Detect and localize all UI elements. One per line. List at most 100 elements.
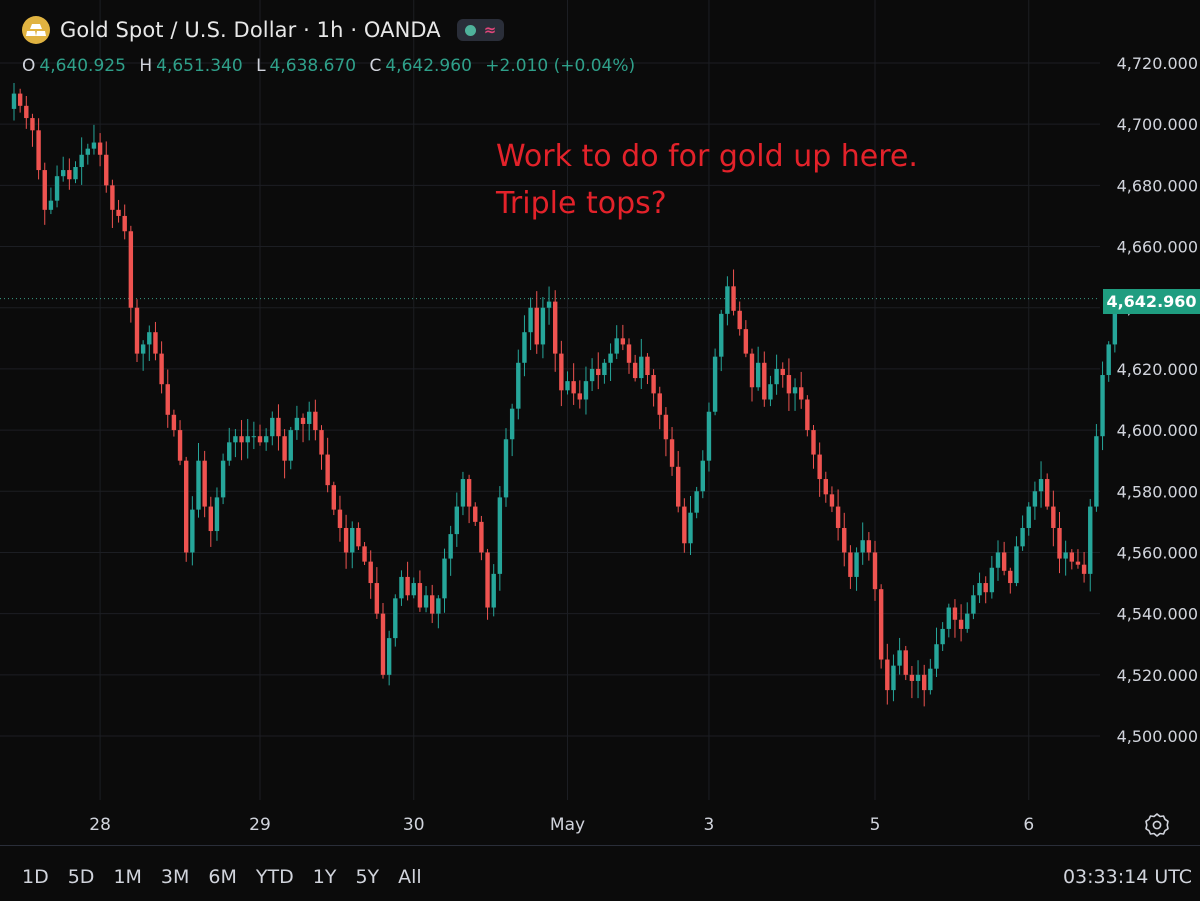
- candle-body: [737, 310, 742, 330]
- x-tick-label: 29: [249, 815, 271, 835]
- candle-body: [922, 674, 927, 691]
- open-label: O: [22, 56, 36, 76]
- candle-body: [712, 356, 718, 412]
- candle-body: [965, 613, 970, 629]
- time-axis[interactable]: 28 29 30 May 3 5 6: [89, 815, 1034, 835]
- candle-body: [325, 454, 330, 486]
- candle-body: [1057, 527, 1062, 559]
- candlestick-chart[interactable]: 4,720.000 4,700.000 4,680.000 4,660.000 4,64…: [0, 0, 1200, 845]
- candle-body: [952, 607, 958, 620]
- candle-body: [79, 154, 84, 168]
- candle-body: [417, 583, 423, 608]
- candle-body: [147, 332, 152, 345]
- candle-body: [220, 460, 226, 498]
- candle-body: [97, 142, 103, 155]
- candle-body: [1063, 552, 1068, 559]
- candle-body: [872, 552, 878, 590]
- candle-body: [239, 436, 244, 443]
- candle-body: [534, 307, 539, 345]
- range-button-1d[interactable]: 1D: [22, 866, 49, 888]
- candle-body: [829, 494, 835, 507]
- range-button-5d[interactable]: 5D: [67, 866, 95, 888]
- candle-body: [110, 185, 115, 210]
- candle-body: [792, 387, 798, 394]
- candle-body: [362, 546, 367, 562]
- chart-annotation[interactable]: Work to do for gold up here. Triple tops…: [496, 133, 918, 227]
- gold-logo-icon: [22, 16, 50, 44]
- settings-gear-icon[interactable]: [1144, 812, 1170, 838]
- candle-body: [694, 491, 699, 513]
- candle-body: [159, 353, 164, 385]
- candle-body: [799, 387, 804, 400]
- candle-body: [589, 368, 595, 382]
- y-tick-label: 4,680.000: [1117, 176, 1198, 195]
- candle-body: [1014, 546, 1019, 584]
- candle-body: [725, 286, 730, 314]
- candle-body: [934, 644, 939, 669]
- candle-body: [780, 368, 785, 376]
- candle-body: [270, 417, 275, 437]
- candle-body: [676, 466, 681, 507]
- candle-body: [393, 598, 398, 639]
- candle-body: [67, 170, 72, 180]
- candle-body: [602, 362, 607, 376]
- range-button-ytd[interactable]: YTD: [255, 866, 294, 888]
- candle-body: [645, 356, 650, 376]
- candle-body: [1026, 506, 1031, 528]
- candle-body: [639, 356, 644, 379]
- candle-body: [596, 368, 601, 376]
- candle-body: [411, 583, 416, 596]
- candle-body: [276, 417, 281, 437]
- candle-body: [405, 576, 410, 596]
- candle-body: [897, 650, 902, 666]
- candle-body: [878, 589, 884, 660]
- candle-body: [762, 362, 767, 400]
- market-open-dot-icon: [464, 24, 476, 36]
- range-button-5y[interactable]: 5Y: [355, 866, 380, 888]
- candle-body: [368, 561, 373, 584]
- candle-body: [307, 411, 312, 424]
- range-buttons: 1D 5D 1M 3M 6M YTD 1Y 5Y All: [22, 866, 441, 888]
- range-button-all[interactable]: All: [398, 866, 422, 888]
- annotation-line-2: Triple tops?: [496, 186, 667, 221]
- candle-body: [503, 439, 509, 498]
- range-button-6m[interactable]: 6M: [208, 866, 237, 888]
- candle-body: [140, 344, 146, 354]
- candle-body: [995, 552, 1001, 568]
- candle-body: [1094, 436, 1099, 507]
- market-status-pill[interactable]: ≈: [456, 19, 505, 41]
- candle-body: [823, 479, 828, 495]
- candle-body: [1008, 570, 1013, 584]
- candle-body: [706, 411, 712, 461]
- y-tick-label: 4,560.000: [1117, 543, 1198, 562]
- range-button-1m[interactable]: 1M: [113, 866, 142, 888]
- candle-body: [805, 399, 810, 431]
- candle-body: [208, 506, 213, 532]
- x-tick-label: 28: [89, 815, 111, 835]
- y-tick-label: 4,500.000: [1117, 727, 1198, 746]
- candle-body: [614, 338, 619, 354]
- range-button-1y[interactable]: 1Y: [312, 866, 337, 888]
- candle-body: [54, 176, 60, 201]
- candle-body: [497, 497, 503, 574]
- candle-body: [540, 307, 546, 345]
- utc-clock[interactable]: 03:33:14 UTC: [1062, 866, 1192, 888]
- candle-body: [196, 460, 201, 510]
- candle-body: [202, 460, 207, 507]
- candle-body: [386, 638, 392, 675]
- candle-body: [116, 209, 121, 216]
- y-tick-label: 4,600.000: [1117, 421, 1198, 440]
- candle-body: [731, 286, 736, 311]
- candle-body: [842, 527, 847, 553]
- range-button-3m[interactable]: 3M: [160, 866, 190, 888]
- candle-body: [61, 170, 66, 177]
- candle-body: [466, 479, 472, 507]
- symbol-title[interactable]: Gold Spot / U.S. Dollar · 1h · OANDA: [60, 18, 441, 42]
- candle-body: [1038, 479, 1044, 492]
- candle-body: [516, 362, 521, 409]
- candle-body: [319, 430, 324, 455]
- price-axis[interactable]: 4,720.0004,700.0004,680.0004,660.0004,64…: [1117, 54, 1198, 746]
- y-tick-label: 4,620.000: [1117, 360, 1198, 379]
- candle-body: [460, 479, 466, 507]
- candle-body: [442, 558, 447, 599]
